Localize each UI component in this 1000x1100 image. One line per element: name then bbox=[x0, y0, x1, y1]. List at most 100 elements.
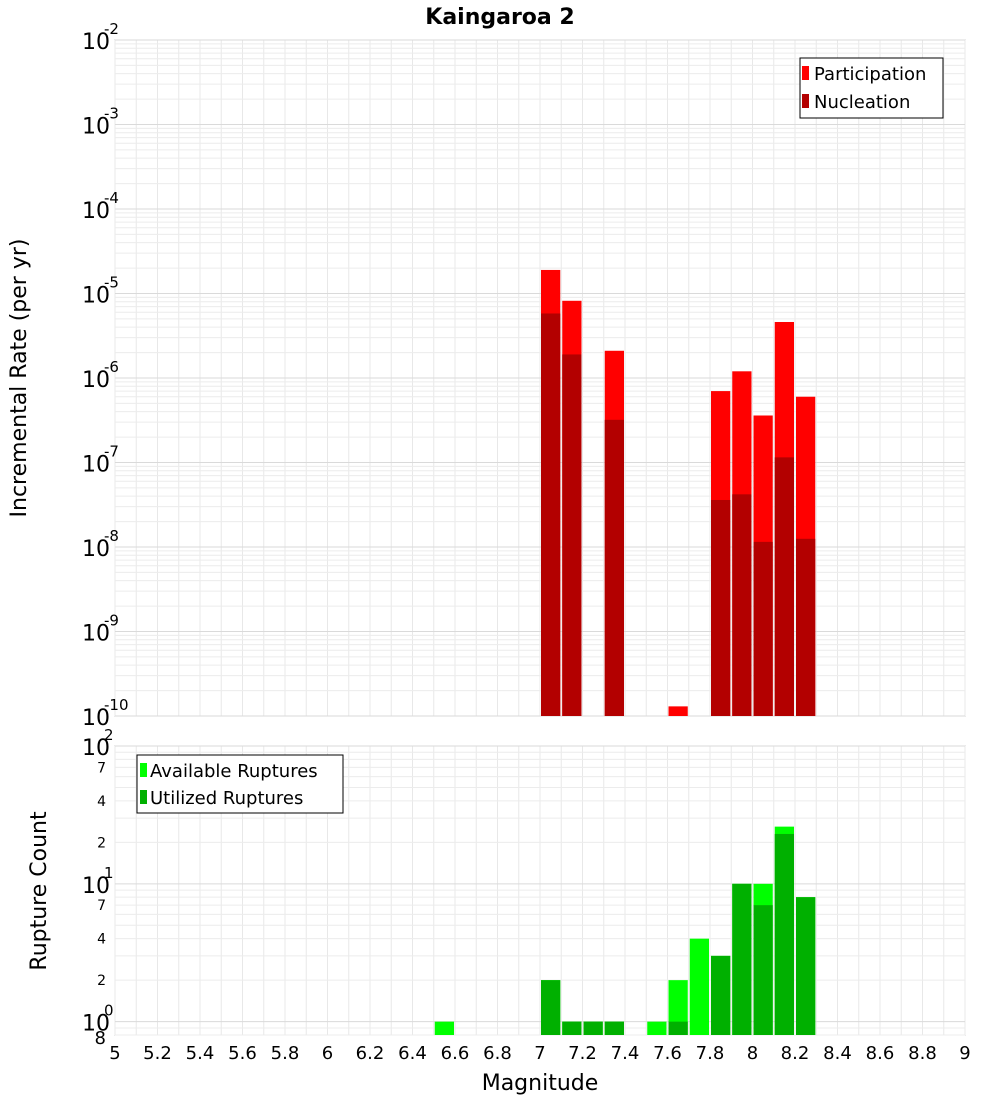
bottom-y-minor-label: 4 bbox=[97, 932, 106, 948]
top-y-decade-label: 10 bbox=[82, 453, 110, 478]
top-bar-nucleation bbox=[711, 499, 731, 716]
bottom-y-decade-label: 10 bbox=[82, 874, 110, 899]
top-y-decade-label: 10 bbox=[82, 622, 110, 647]
top-y-decade-label: 10 bbox=[82, 284, 110, 309]
top-y-decade-exponent: -6 bbox=[104, 358, 119, 376]
x-tick-label: 6.4 bbox=[398, 1043, 427, 1064]
bottom-y-decade-exponent: 2 bbox=[104, 726, 114, 744]
top-bar-nucleation bbox=[604, 419, 624, 716]
bottom-bar-available-ruptures bbox=[689, 938, 709, 1035]
bottom-y-axis-label: Rupture Count bbox=[27, 811, 52, 971]
top-bar-nucleation bbox=[541, 313, 561, 716]
bottom-bar-available-ruptures bbox=[647, 1021, 667, 1035]
x-tick-label: 9 bbox=[959, 1043, 970, 1064]
legend-swatch-available bbox=[140, 763, 147, 777]
x-tick-labels: 5 5.2 5.4 5.6 5.8 6 6.2 6.4 6.6 6.8 7 7.2 7.4 7.6 7.8 8… bbox=[109, 1043, 970, 1064]
x-tick-label: 6.2 bbox=[356, 1043, 385, 1064]
legend-label-participation: Participation bbox=[814, 64, 926, 85]
x-axis-label: Magnitude bbox=[482, 1071, 599, 1096]
top-y-axis-label: Incremental Rate (per yr) bbox=[7, 239, 32, 518]
bottom-bar-available-ruptures bbox=[668, 980, 688, 1035]
bottom-bar-utilized-ruptures bbox=[774, 833, 794, 1035]
x-tick-label: 6.6 bbox=[441, 1043, 470, 1064]
x-tick-label: 8 bbox=[747, 1043, 758, 1064]
top-legend: Participation Nucleation bbox=[799, 57, 944, 119]
bottom-bar-utilized-ruptures bbox=[796, 897, 816, 1035]
legend-label-available: Available Ruptures bbox=[150, 761, 318, 782]
top-y-decade-exponent: -8 bbox=[104, 527, 119, 545]
bottom-y-minor-label: 4 bbox=[97, 794, 106, 810]
bottom-bar-utilized-ruptures bbox=[668, 1021, 688, 1035]
bottom-y-decade-label: 10 bbox=[82, 1012, 110, 1037]
bottom-y-minor-label: 7 bbox=[97, 898, 106, 914]
x-tick-label: 5.4 bbox=[186, 1043, 215, 1064]
x-tick-label: 8.6 bbox=[866, 1043, 895, 1064]
top-y-decade-label: 10 bbox=[82, 199, 110, 224]
top-gridlines bbox=[114, 39, 966, 717]
x-tick-label: 6.8 bbox=[483, 1043, 512, 1064]
x-tick-label: 7.2 bbox=[568, 1043, 597, 1064]
bottom-y-low-label: 8 bbox=[95, 1028, 106, 1049]
top-bar-nucleation bbox=[774, 457, 794, 716]
bottom-bar-utilized-ruptures bbox=[711, 955, 731, 1035]
top-y-decade-label: 10 bbox=[82, 368, 110, 393]
top-y-decade-label: 10 bbox=[82, 30, 110, 55]
top-y-decade-label: 10 bbox=[82, 706, 110, 731]
x-tick-label: 5.6 bbox=[228, 1043, 257, 1064]
bottom-y-decade-exponent: 0 bbox=[104, 1002, 114, 1020]
x-tick-label: 8.2 bbox=[781, 1043, 810, 1064]
bottom-bar-utilized-ruptures bbox=[583, 1021, 603, 1035]
top-bar-participation bbox=[668, 706, 688, 716]
x-tick-label: 8.4 bbox=[823, 1043, 852, 1064]
legend-label-utilized: Utilized Ruptures bbox=[150, 788, 303, 809]
bottom-bar-utilized-ruptures bbox=[604, 1021, 624, 1035]
top-y-decade-label: 10 bbox=[82, 115, 110, 140]
top-bar-nucleation bbox=[562, 354, 582, 716]
top-y-decade-exponent: -4 bbox=[104, 189, 119, 207]
bottom-bar-utilized-ruptures bbox=[541, 980, 561, 1035]
x-tick-label: 5.8 bbox=[271, 1043, 300, 1064]
bottom-bar-available-ruptures bbox=[434, 1021, 454, 1035]
x-tick-label: 8.8 bbox=[908, 1043, 937, 1064]
x-tick-label: 7.8 bbox=[696, 1043, 725, 1064]
x-tick-label: 6 bbox=[322, 1043, 333, 1064]
top-bar-nucleation bbox=[753, 541, 773, 716]
bottom-legend: Available Ruptures Utilized Ruptures bbox=[136, 754, 344, 814]
x-tick-label: 5.2 bbox=[143, 1043, 172, 1064]
bottom-bar-utilized-ruptures bbox=[562, 1021, 582, 1035]
top-y-decade-exponent: -2 bbox=[104, 20, 119, 38]
bottom-y-decade-exponent: 1 bbox=[104, 864, 114, 882]
legend-swatch-participation bbox=[802, 66, 809, 80]
legend-swatch-nucleation bbox=[802, 94, 809, 108]
bottom-bars bbox=[434, 826, 816, 1035]
bottom-legend-box bbox=[136, 754, 344, 814]
bottom-bar-utilized-ruptures bbox=[732, 883, 752, 1035]
top-y-decade-exponent: -7 bbox=[104, 443, 119, 461]
top-y-decade-exponent: -3 bbox=[104, 105, 119, 123]
legend-swatch-utilized bbox=[140, 790, 147, 804]
bottom-y-minor-label: 2 bbox=[97, 835, 106, 851]
top-y-decade-label: 10 bbox=[82, 537, 110, 562]
top-bar-nucleation bbox=[732, 494, 752, 716]
bottom-y-decade-label: 10 bbox=[82, 736, 110, 761]
top-bar-nucleation bbox=[796, 538, 816, 716]
x-tick-label: 7 bbox=[534, 1043, 545, 1064]
top-y-decade-exponent: -9 bbox=[104, 612, 119, 630]
top-bars bbox=[541, 269, 816, 716]
top-y-decade-exponent: -5 bbox=[104, 274, 119, 292]
bottom-y-minor-label: 2 bbox=[97, 973, 106, 989]
legend-label-nucleation: Nucleation bbox=[814, 92, 910, 113]
top-y-decade-exponent: -10 bbox=[104, 696, 129, 714]
x-tick-label: 7.4 bbox=[611, 1043, 640, 1064]
x-tick-label: 7.6 bbox=[653, 1043, 682, 1064]
x-tick-label: 5 bbox=[109, 1043, 120, 1064]
bottom-y-minor-label: 7 bbox=[97, 760, 106, 776]
top-legend-box bbox=[799, 57, 944, 119]
bottom-bar-utilized-ruptures bbox=[753, 905, 773, 1035]
chart-title: Kaingaroa 2 bbox=[425, 5, 574, 30]
